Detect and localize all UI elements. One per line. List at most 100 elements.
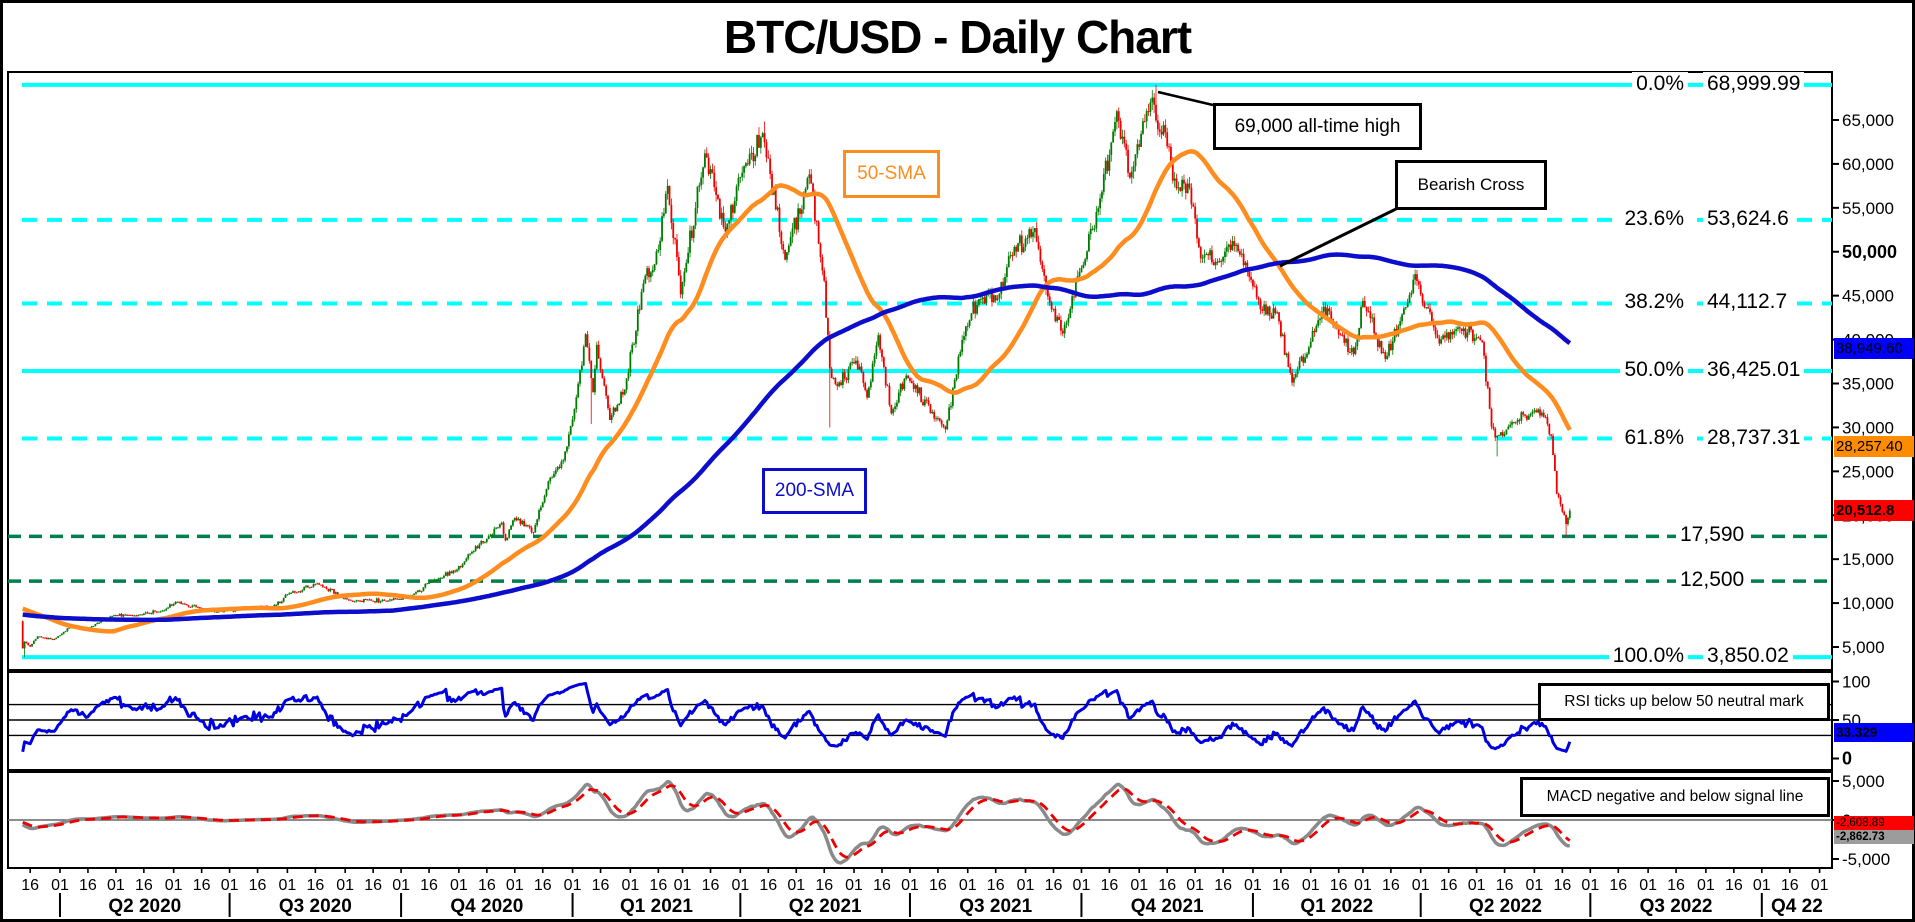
candle-body [1520, 412, 1523, 421]
candle-body [996, 298, 999, 301]
candle-body [536, 519, 539, 526]
candle-body [357, 600, 360, 602]
candle-body [115, 615, 117, 617]
candle-body [1238, 251, 1241, 255]
candle-body [1548, 423, 1551, 435]
price-axis-label: 35,000 [1842, 375, 1894, 394]
candle-body [685, 262, 688, 272]
candle-body [1240, 253, 1243, 255]
x-tick-label: 16 [79, 877, 97, 894]
candle-body [1171, 162, 1174, 181]
candle-body [886, 385, 889, 387]
candle-body [1375, 333, 1377, 335]
candle-body [882, 357, 885, 367]
candle-body [316, 583, 319, 585]
candle-body [601, 370, 604, 379]
candle-body [955, 374, 958, 380]
candle-body [1494, 428, 1497, 438]
candle-body [1401, 314, 1403, 322]
candle-body [174, 601, 177, 605]
candle-body [692, 225, 695, 238]
fib-pct-label-0.0%: 0.0% [1632, 71, 1688, 96]
candle-body [1041, 261, 1044, 269]
candle-body [750, 152, 753, 154]
candle-body [765, 142, 768, 158]
annotation-bearish-cross-text: Bearish Cross [1417, 175, 1525, 194]
candle-body [543, 495, 546, 503]
candle-body [558, 466, 561, 468]
candle-body [758, 134, 760, 148]
candle-body [420, 590, 423, 592]
candle-body [1132, 166, 1135, 172]
candle-body [1311, 330, 1314, 342]
candle-body [66, 628, 69, 632]
candle-body [331, 588, 334, 590]
candle-body [582, 346, 585, 366]
candle-body [622, 392, 624, 395]
candle-body [1186, 183, 1189, 194]
candle-body [493, 528, 496, 535]
x-tick-label: 01 [107, 877, 125, 894]
x-tick-label: 16 [649, 877, 667, 894]
candle-body [1106, 160, 1109, 171]
candle-body [894, 406, 896, 409]
candle-body [566, 446, 568, 452]
candle-body [439, 577, 442, 579]
candle-body [29, 645, 32, 647]
candle-body [661, 216, 663, 241]
candle-body [1449, 332, 1452, 340]
candle-body [1278, 312, 1280, 322]
candle-body [471, 551, 473, 554]
fib-pct-label-38.2%: 38.2% [1620, 290, 1688, 315]
candle-body [1563, 511, 1566, 515]
candle-body [1416, 274, 1418, 282]
candle-body [992, 295, 995, 303]
x-tick-label: 01 [1186, 877, 1204, 894]
candle-body [325, 587, 328, 589]
candle-body [916, 385, 919, 394]
candle-body [163, 610, 166, 612]
candle-body [94, 624, 97, 626]
candle-body [290, 592, 293, 594]
candle-body [1216, 261, 1219, 263]
candle-body [633, 343, 635, 345]
candle-body [567, 434, 570, 447]
candle-body [860, 366, 863, 373]
candle-body [1455, 329, 1458, 332]
candle-body [161, 610, 164, 612]
x-tick-label: 16 [1101, 877, 1119, 894]
candle-body [776, 207, 779, 210]
candle-body [1274, 308, 1277, 313]
candle-body [627, 372, 630, 379]
candle-body [784, 249, 786, 260]
candle-body [1043, 268, 1046, 276]
x-tick-label: 16 [1330, 877, 1348, 894]
candle-body [1315, 325, 1318, 333]
candle-body [1280, 321, 1282, 337]
candle-body [141, 614, 143, 616]
candle-body [1088, 234, 1090, 252]
candle-body [133, 615, 136, 617]
candle-body [44, 637, 46, 639]
legend-sma200: 200-SMA [762, 468, 867, 514]
candle-body [1419, 284, 1422, 295]
candle-body [504, 533, 507, 541]
candle-body [1074, 281, 1077, 297]
candle-body [36, 636, 39, 639]
fib-pct-label-61.8%: 61.8% [1620, 425, 1688, 450]
candle-body [918, 387, 921, 394]
candle-body [812, 183, 814, 194]
candle-body [485, 538, 488, 542]
candle-body [733, 201, 736, 213]
candle-body [1565, 514, 1567, 525]
candle-body [840, 382, 842, 386]
candle-body [1296, 368, 1299, 374]
x-tick-label: 01 [1526, 877, 1544, 894]
candle-body [935, 418, 937, 420]
quarter-label: Q1 2021 [620, 896, 693, 917]
candle-body [1464, 328, 1467, 338]
candle-body [1365, 306, 1368, 312]
candle-body [510, 525, 512, 530]
candle-body [1078, 272, 1081, 277]
candle-body [554, 470, 557, 474]
